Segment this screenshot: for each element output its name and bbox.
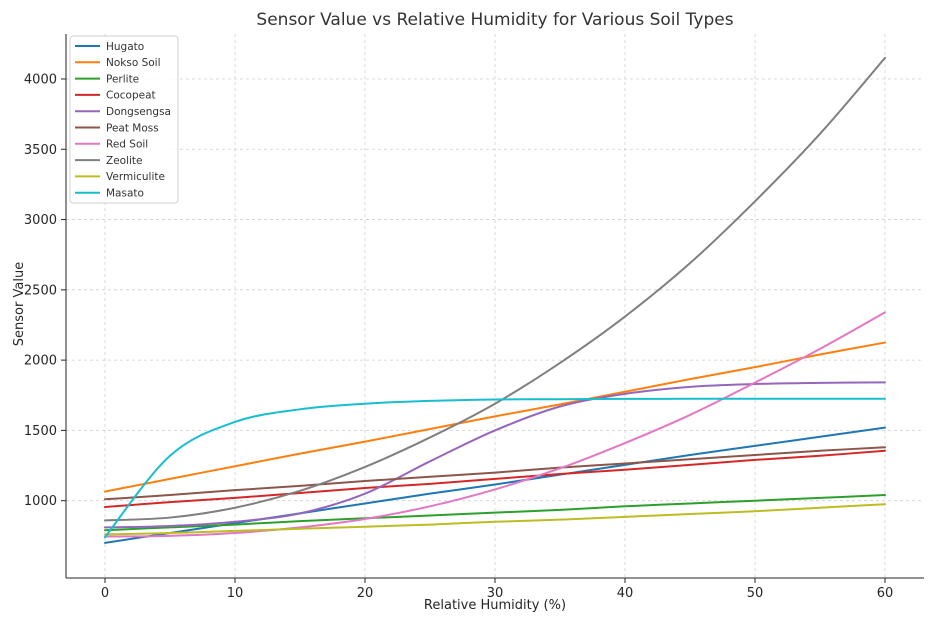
series-line-perlite (104, 494, 886, 532)
legend-label: Masato (106, 188, 144, 200)
x-tick-label: 60 (877, 586, 894, 601)
legend-label: Zeolite (106, 155, 143, 167)
series-line-dongsengsa (104, 381, 886, 529)
series-line-hugato (104, 426, 886, 544)
y-axis-label: Sensor Value (12, 262, 27, 346)
series-line-nokso-soil (104, 341, 886, 493)
y-tick-label: 1500 (24, 424, 57, 439)
legend-label: Vermiculite (106, 171, 165, 183)
x-tick-label: 40 (617, 586, 634, 601)
series-line-red-soil (104, 311, 886, 538)
series-line-vermiculite (104, 503, 886, 536)
legend-label: Nokso Soil (106, 57, 161, 69)
tick-layer: 0 10 20 30 40 50 60 1000 1500 2000 2500 3000 3500 400… (24, 72, 893, 601)
x-tick-label: 50 (747, 586, 764, 601)
chart-title: Sensor Value vs Relative Humidity for Va… (256, 10, 733, 30)
legend-label: Perlite (106, 73, 139, 85)
y-tick-label: 4000 (24, 72, 57, 87)
legend-label: Red Soil (106, 139, 148, 151)
legend-item: Red Soil (75, 139, 148, 151)
legend-item: Nokso Soil (75, 57, 161, 69)
series-line-cocopeat (104, 449, 886, 509)
series-layer (104, 56, 886, 544)
legend-item: Vermiculite (75, 171, 165, 183)
x-tick-label: 10 (227, 586, 244, 601)
grid-layer (66, 34, 924, 578)
legend-label: Peat Moss (106, 122, 159, 134)
legend-item: Cocopeat (75, 90, 156, 102)
y-tick-label: 3500 (24, 143, 57, 158)
legend-label: Cocopeat (106, 90, 156, 102)
legend-item: Masato (75, 188, 144, 200)
legend-item: Zeolite (75, 155, 143, 167)
series-line-peat-moss (104, 446, 886, 501)
legend-item: Peat Moss (75, 122, 159, 134)
legend-label: Dongsengsa (106, 106, 171, 118)
legend: Hugato Nokso Soil Perlite Cocopeat Dongsengs… (69, 35, 179, 204)
y-tick-label: 3000 (24, 213, 57, 228)
x-tick-label: 30 (487, 586, 504, 601)
legend-item: Dongsengsa (75, 106, 171, 118)
y-tick-label: 2000 (24, 354, 57, 369)
legend-item: Hugato (75, 41, 144, 53)
legend-label: Hugato (106, 41, 144, 53)
y-tick-label: 2500 (24, 283, 57, 298)
x-tick-label: 0 (101, 586, 109, 601)
x-axis-label: Relative Humidity (%) (424, 598, 566, 613)
x-tick-label: 20 (357, 586, 374, 601)
legend-item: Perlite (75, 73, 139, 85)
y-tick-label: 1000 (24, 494, 57, 509)
series-line-masato (104, 397, 886, 539)
